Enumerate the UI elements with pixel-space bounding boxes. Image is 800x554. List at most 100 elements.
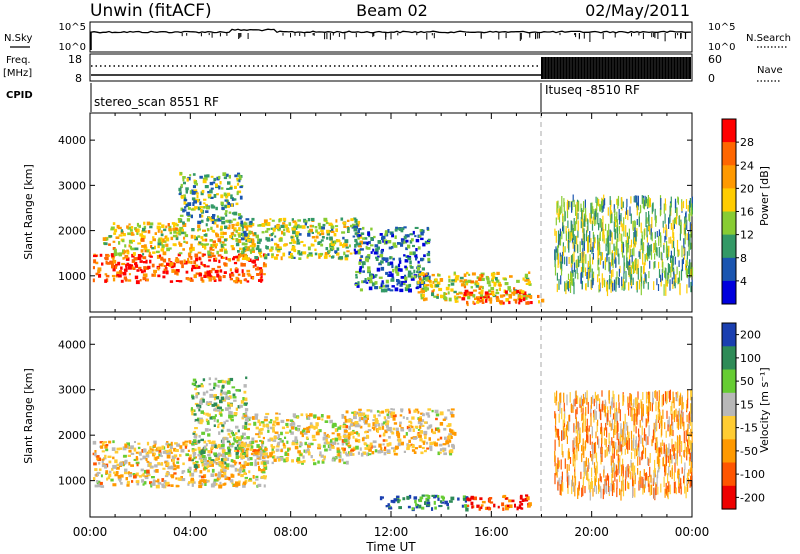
power-data-cell: [613, 243, 615, 251]
power-data-cell: [573, 262, 576, 273]
velocity-data-cell: [630, 452, 633, 459]
power-data-cell: [219, 276, 222, 280]
velocity-data-cell: [230, 459, 234, 463]
power-data-cell: [427, 250, 431, 254]
power-data-cell: [683, 223, 685, 236]
power-data-cell: [528, 283, 532, 286]
power-data-cell: [124, 278, 128, 282]
power-data-cell: [252, 265, 255, 269]
velocity-data-cell: [200, 451, 203, 455]
power-data-cell: [162, 251, 167, 256]
power-data-cell: [688, 249, 690, 256]
velocity-data-cell: [229, 479, 234, 483]
velocity-data-cell: [284, 450, 288, 453]
velocity-data-cell: [439, 500, 443, 503]
power-colorbar-tick-label: 24: [740, 159, 754, 172]
power-data-cell: [308, 252, 313, 256]
power-data-cell: [200, 261, 203, 265]
velocity-data-cell: [107, 455, 112, 458]
power-data-cell: [627, 236, 629, 243]
velocity-data-cell: [464, 504, 467, 508]
power-data-cell: [212, 214, 216, 217]
power-data-cell: [617, 195, 620, 206]
velocity-data-cell: [200, 449, 204, 453]
power-data-cell: [670, 255, 672, 263]
velocity-data-cell: [234, 450, 237, 452]
power-data-cell: [187, 252, 192, 256]
power-data-cell: [651, 216, 653, 229]
velocity-data-cell: [418, 418, 422, 422]
velocity-data-cell: [235, 481, 239, 484]
power-data-cell: [297, 252, 300, 255]
power-data-cell: [178, 193, 182, 196]
velocity-data-cell: [227, 448, 231, 453]
velocity-data-cell: [224, 380, 228, 384]
power-data-cell: [422, 242, 426, 247]
power-data-cell: [608, 256, 610, 264]
velocity-data-cell: [640, 399, 642, 409]
velocity-data-cell: [562, 419, 564, 431]
velocity-data-cell: [260, 475, 264, 479]
velocity-data-cell: [213, 408, 216, 412]
power-data-cell: [689, 242, 691, 250]
power-data-cell: [128, 223, 131, 226]
power-data-cell: [335, 219, 338, 223]
power-data-cell: [207, 195, 211, 199]
power-data-cell: [158, 254, 162, 258]
velocity-data-cell: [152, 452, 156, 457]
power-data-cell: [626, 248, 628, 258]
velocity-data-cell: [686, 478, 688, 487]
power-data-cell: [440, 294, 443, 299]
power-data-cell: [404, 276, 408, 281]
velocity-data-cell: [213, 386, 216, 390]
velocity-data-cell: [279, 439, 284, 443]
velocity-data-cell: [137, 446, 141, 450]
velocity-data-cell: [124, 468, 128, 472]
power-data-cell: [628, 265, 630, 278]
velocity-data-cell: [127, 454, 131, 457]
power-data-cell: [92, 278, 95, 283]
power-data-cell: [318, 225, 323, 230]
velocity-data-cell: [373, 445, 377, 448]
power-data-cell: [660, 207, 662, 215]
velocity-data-cell: [221, 444, 225, 447]
power-data-cell: [218, 185, 221, 190]
power-data-cell: [556, 272, 558, 281]
velocity-data-cell: [442, 496, 445, 500]
velocity-data-cell: [198, 408, 201, 412]
power-data-cell: [651, 203, 654, 213]
power-data-cell: [311, 236, 316, 239]
velocity-data-cell: [116, 447, 120, 451]
velocity-data-cell: [624, 423, 626, 435]
velocity-data-cell: [604, 399, 606, 406]
velocity-data-cell: [217, 443, 221, 448]
power-data-cell: [272, 228, 276, 232]
velocity-data-cell: [633, 420, 635, 432]
velocity-data-cells: [92, 376, 693, 512]
power-data-cell: [586, 230, 588, 242]
velocity-data-cell: [343, 461, 348, 465]
power-data-cell: [412, 244, 415, 248]
velocity-data-cell: [385, 439, 388, 442]
velocity-data-cell: [244, 397, 248, 402]
velocity-data-cell: [625, 470, 627, 480]
power-data-cell: [412, 251, 416, 256]
power-data-cell: [343, 225, 347, 228]
velocity-data-cell: [101, 442, 105, 446]
power-data-cell: [223, 248, 227, 252]
velocity-data-cell: [106, 477, 109, 481]
velocity-data-cell: [197, 384, 202, 388]
power-data-cell: [222, 256, 225, 259]
power-data-cell: [415, 248, 418, 252]
power-data-cell: [370, 275, 374, 278]
velocity-data-cell: [671, 454, 673, 464]
power-data-cell: [678, 277, 680, 284]
velocity-data-cell: [168, 451, 171, 455]
power-data-cell: [231, 198, 235, 201]
velocity-data-cell: [96, 471, 101, 475]
velocity-data-cell: [128, 461, 131, 466]
power-data-cell: [173, 269, 177, 273]
power-data-cell: [567, 273, 570, 280]
power-data-cell: [236, 182, 240, 186]
